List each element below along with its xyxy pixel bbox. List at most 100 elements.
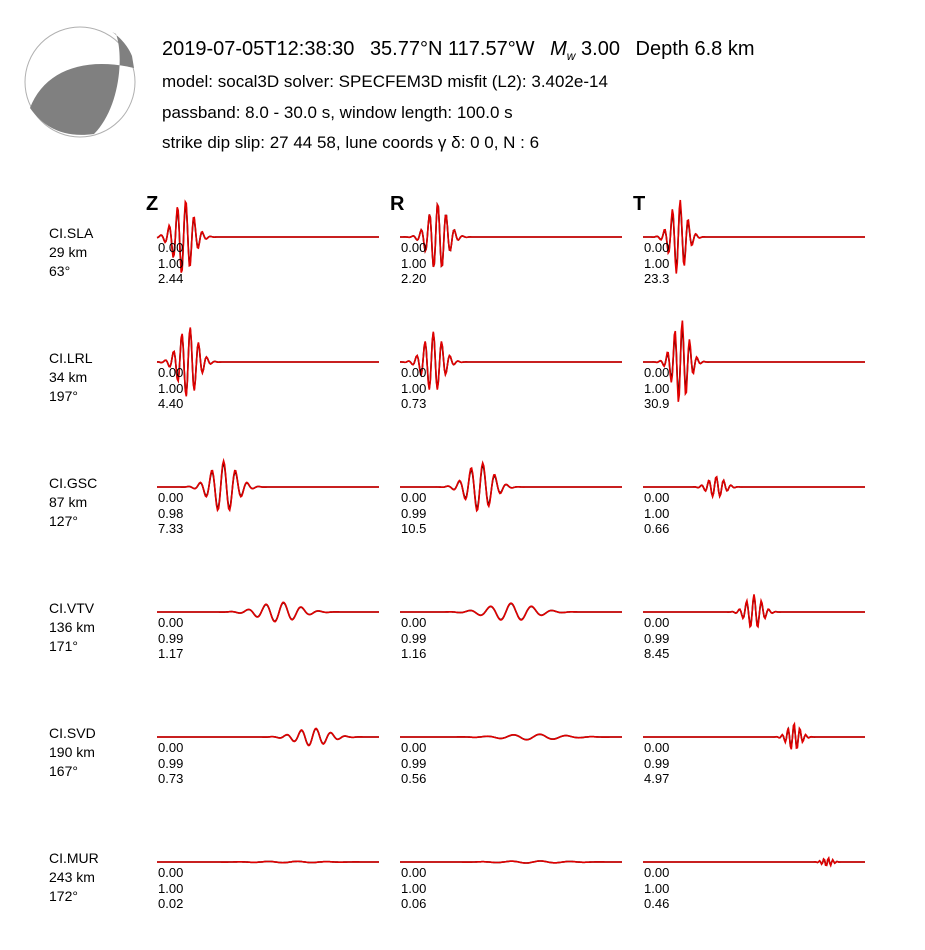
synthetic-trace xyxy=(156,327,379,397)
cross-correlation: 0.99 xyxy=(644,755,670,771)
amplitude-ratio: 0.66 xyxy=(644,521,670,536)
cross-correlation: 1.00 xyxy=(158,880,184,896)
beachball-mechanism-icon xyxy=(24,26,136,138)
amplitude-ratio: 1.17 xyxy=(158,646,184,661)
depth: Depth 6.8 km xyxy=(635,38,755,60)
synthetic-trace xyxy=(157,860,379,864)
cross-correlation: 0.99 xyxy=(401,630,427,646)
time-shift: 0.00 xyxy=(158,615,184,630)
origin-time: 2019-07-05T12:38:30 xyxy=(162,38,355,60)
amplitude-ratio: 0.06 xyxy=(401,896,427,911)
station-label: CI.GSC 87 km 127° xyxy=(49,474,97,531)
component-label-t: T xyxy=(633,193,646,215)
synthetic-trace xyxy=(643,721,865,750)
trace-stats: 0.00 1.00 2.20 xyxy=(401,240,426,287)
data-trace xyxy=(156,203,379,270)
data-trace xyxy=(643,205,865,269)
data-trace xyxy=(157,860,379,864)
synthetic-trace xyxy=(643,475,865,500)
data-trace xyxy=(157,728,379,746)
data-trace xyxy=(400,733,622,741)
time-shift: 0.00 xyxy=(158,365,184,380)
trace-stats: 0.00 1.00 23.3 xyxy=(644,240,669,287)
trace-stats: 0.00 1.00 0.46 xyxy=(644,865,669,912)
amplitude-ratio: 7.33 xyxy=(158,521,184,536)
trace-stats: 0.00 0.99 0.73 xyxy=(158,740,183,787)
trace-stats: 0.00 1.00 4.40 xyxy=(158,365,183,412)
time-shift: 0.00 xyxy=(158,740,184,755)
data-trace xyxy=(400,333,622,389)
amplitude-ratio: 1.16 xyxy=(401,646,427,661)
station-distance: 190 km xyxy=(49,744,95,760)
time-shift: 0.00 xyxy=(401,865,427,880)
time-shift: 0.00 xyxy=(401,240,427,255)
magnitude-label: Mw xyxy=(550,38,576,63)
time-shift: 0.00 xyxy=(644,740,670,755)
data-trace xyxy=(157,328,379,395)
station-label: CI.MUR 243 km 172° xyxy=(49,849,99,906)
data-trace xyxy=(400,201,622,268)
time-shift: 0.00 xyxy=(158,240,184,255)
time-shift: 0.00 xyxy=(644,615,670,630)
latitude: 35.77°N xyxy=(369,38,443,60)
cross-correlation: 1.00 xyxy=(158,255,184,271)
time-shift: 0.00 xyxy=(401,490,427,505)
trace-stats: 0.00 0.99 1.17 xyxy=(158,615,183,662)
synthetic-trace xyxy=(643,320,865,402)
cross-correlation: 1.00 xyxy=(644,880,670,896)
amplitude-ratio: 2.44 xyxy=(158,271,184,286)
station-distance: 136 km xyxy=(49,619,95,635)
synthetic-trace xyxy=(400,602,622,621)
amplitude-ratio: 23.3 xyxy=(644,271,670,286)
station-azimuth: 172° xyxy=(49,888,78,904)
data-trace xyxy=(643,596,865,627)
station-label: CI.SLA 29 km 63° xyxy=(49,224,93,281)
synthetic-trace xyxy=(400,860,622,864)
cross-correlation: 1.00 xyxy=(401,880,427,896)
station-name: CI.SVD xyxy=(49,725,96,741)
time-shift: 0.00 xyxy=(401,615,427,630)
amplitude-ratio: 0.73 xyxy=(401,396,427,411)
synthetic-trace xyxy=(643,594,865,629)
data-trace xyxy=(643,476,865,499)
data-trace xyxy=(643,856,865,868)
trace-stats: 0.00 0.98 7.33 xyxy=(158,490,183,537)
amplitude-ratio: 10.5 xyxy=(401,521,427,536)
time-shift: 0.00 xyxy=(644,865,670,880)
cross-correlation: 1.00 xyxy=(644,505,670,521)
amplitude-ratio: 4.97 xyxy=(644,771,670,786)
station-name: CI.VTV xyxy=(49,600,95,616)
data-trace xyxy=(157,460,379,510)
amplitude-ratio: 4.40 xyxy=(158,396,184,411)
synthetic-trace xyxy=(400,460,622,513)
cross-correlation: 0.99 xyxy=(158,755,184,771)
cross-correlation: 0.98 xyxy=(158,505,184,521)
synthetic-trace xyxy=(400,201,622,268)
data-trace xyxy=(400,860,622,864)
cross-correlation: 1.00 xyxy=(401,380,427,396)
data-trace xyxy=(400,463,622,510)
mechanism-line: strike dip slip: 27 44 58, lune coords γ… xyxy=(162,133,540,152)
cross-correlation: 0.99 xyxy=(644,630,670,646)
synthetic-trace xyxy=(156,199,379,273)
time-shift: 0.00 xyxy=(401,740,427,755)
synthetic-trace xyxy=(643,856,865,868)
data-trace xyxy=(643,328,865,395)
longitude: 117.57°W xyxy=(448,38,535,60)
synthetic-trace xyxy=(400,733,622,741)
amplitude-ratio: 0.56 xyxy=(401,771,427,786)
station-name: CI.LRL xyxy=(49,350,93,366)
station-name: CI.MUR xyxy=(49,850,99,866)
data-trace xyxy=(400,602,622,621)
station-azimuth: 167° xyxy=(49,763,78,779)
cross-correlation: 0.99 xyxy=(401,505,427,521)
cross-correlation: 1.00 xyxy=(644,255,670,271)
trace-stats: 0.00 0.99 4.97 xyxy=(644,740,669,787)
trace-stats: 0.00 1.00 0.73 xyxy=(401,365,426,412)
cross-correlation: 1.00 xyxy=(644,380,670,396)
cross-correlation: 1.00 xyxy=(158,380,184,396)
time-shift: 0.00 xyxy=(401,365,427,380)
synthetic-trace xyxy=(643,199,865,274)
cross-correlation: 0.99 xyxy=(401,755,427,771)
amplitude-ratio: 0.73 xyxy=(158,771,184,786)
